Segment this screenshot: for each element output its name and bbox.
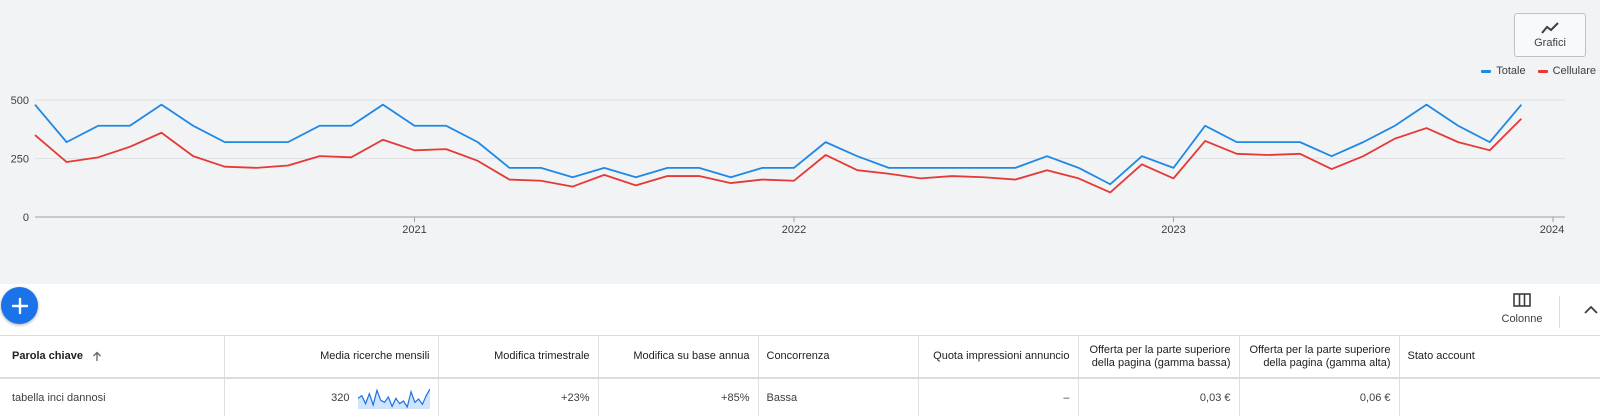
sparkline-line: [357, 387, 430, 409]
cell-avg-monthly-searches: 320: [224, 378, 439, 416]
x-tick-label: 2023: [1161, 224, 1185, 236]
chevron-up-icon: [1584, 305, 1598, 314]
add-keyword-button[interactable]: [1, 287, 38, 324]
cell-yoy-change: +85%: [598, 378, 759, 416]
legend-swatch-mobile: [1537, 69, 1548, 73]
cell-account-status: [1399, 378, 1600, 416]
header-avg-monthly-searches[interactable]: Media ricerche mensili: [224, 336, 439, 378]
x-tick-label: 2022: [782, 224, 806, 236]
legend-item-mobile[interactable]: Cellulare: [1537, 65, 1596, 77]
series-line-totale: [34, 103, 1523, 186]
sort-ascending-icon: [93, 351, 101, 361]
table-toolbar: Colonne: [0, 284, 1600, 336]
table-row[interactable]: tabella inci dannosi 320 +23% +85% Bassa…: [0, 378, 1600, 416]
series-line-cellulare: [34, 118, 1523, 194]
plus-icon: [11, 297, 28, 314]
y-tick-label: 500: [11, 95, 29, 107]
header-keyword[interactable]: Parola chiave: [0, 336, 225, 378]
toolbar-divider: [1559, 296, 1560, 328]
header-account-status[interactable]: Stato account: [1407, 350, 1475, 362]
charts-toggle-label: Grafici: [1534, 37, 1566, 49]
header-competition[interactable]: Concorrenza: [758, 336, 919, 378]
y-tick-label: 0: [23, 212, 29, 224]
avg-searches-value: 320: [331, 391, 350, 404]
charts-toggle-button[interactable]: Grafici: [1514, 13, 1586, 57]
cell-top-bid-high: 0,06 €: [1239, 378, 1400, 416]
cell-competition: Bassa: [758, 378, 919, 416]
trend-chart-panel: 0 250 500 2021 2022 2023 2024 Grafici Totale C…: [0, 0, 1600, 284]
legend-label-total: Totale: [1496, 65, 1526, 77]
columns-icon: [1513, 293, 1531, 307]
columns-label: Colonne: [1501, 313, 1543, 325]
cell-keyword: tabella inci dannosi: [0, 378, 225, 416]
legend-swatch-total: [1481, 69, 1492, 73]
header-yoy-change[interactable]: Modifica su base annua: [598, 336, 759, 378]
cell-three-month-change: +23%: [438, 378, 599, 416]
table-header-row: Parola chiave Media ricerche mensili Mod…: [0, 336, 1600, 378]
search-trend-sparkline[interactable]: [357, 387, 430, 409]
trend-chart-icon: [1541, 22, 1559, 34]
header-ad-impression-share[interactable]: Quota impressioni annuncio: [918, 336, 1079, 378]
chart-legend: Totale Cellulare: [1481, 65, 1596, 77]
keyword-ideas-table: Parola chiave Media ricerche mensili Mod…: [0, 336, 1600, 416]
legend-item-total[interactable]: Totale: [1481, 65, 1526, 77]
header-top-bid-high[interactable]: Offerta per la parte superiore della pag…: [1239, 336, 1400, 378]
search-volume-line-chart: 0 250 500 2021 2022 2023 2024: [11, 95, 1565, 236]
x-tick-label: 2024: [1540, 224, 1564, 236]
header-three-month-change[interactable]: Modifica trimestrale: [438, 336, 599, 378]
header-keyword-label: Parola chiave: [12, 350, 83, 362]
columns-button[interactable]: Colonne: [1495, 293, 1549, 333]
header-top-bid-low[interactable]: Offerta per la parte superiore della pag…: [1078, 336, 1240, 378]
legend-label-mobile: Cellulare: [1552, 65, 1596, 77]
cell-top-bid-low: 0,03 €: [1078, 378, 1240, 416]
collapse-button[interactable]: [1582, 301, 1600, 319]
x-tick-label: 2021: [402, 224, 426, 236]
y-tick-label: 250: [11, 154, 29, 166]
cell-ad-impression-share: –: [918, 378, 1079, 416]
